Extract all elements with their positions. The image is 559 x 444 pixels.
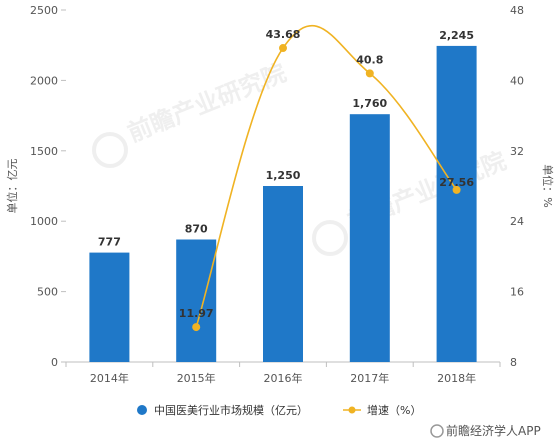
bar-value-label: 777: [98, 236, 121, 249]
y-left-axis-title: 单位：亿元: [5, 159, 19, 214]
legend-line-marker: [348, 406, 356, 414]
y-left-tick-label: 1000: [30, 215, 58, 228]
bar: [436, 45, 477, 363]
y-right-tick-label: 40: [510, 74, 524, 87]
y-left-tick-label: 0: [51, 356, 58, 369]
bar-value-label: 2,245: [439, 29, 474, 42]
axes: 0 500 1000 1500 2000 2500 8 16 24 32 40 48 2014年 2015…: [5, 4, 555, 385]
x-tick-label: 2016年: [264, 371, 303, 385]
y-left-tick-label: 500: [37, 286, 58, 299]
line-value-label: 27.56: [439, 176, 474, 189]
bar: [349, 114, 390, 362]
bar: [263, 186, 303, 362]
y-left-tick-label: 2500: [30, 4, 58, 17]
source-text: 前瞻经济学人APP: [446, 423, 541, 438]
y-right-tick-label: 8: [510, 356, 517, 369]
y-right-tick-label: 48: [510, 4, 524, 17]
x-tick-label: 2015年: [177, 371, 216, 385]
x-tick-label: 2014年: [90, 371, 129, 385]
bar: [176, 239, 217, 362]
y-right-axis-title: 单位：%: [541, 164, 555, 207]
y-right-tick-label: 32: [510, 145, 524, 158]
y-right-tick-label: 16: [510, 286, 524, 299]
y-left-tick-label: 1500: [30, 145, 58, 158]
source-logo-icon: [430, 424, 444, 438]
growth-line: [195, 24, 458, 328]
bar: [89, 252, 130, 362]
line-series: [192, 24, 461, 332]
bar-value-label: 1,250: [266, 169, 301, 182]
line-point: [452, 185, 461, 194]
line-value-label: 40.8: [356, 53, 383, 66]
legend: 中国医美行业市场规模（亿元） 增速（%）: [137, 403, 421, 417]
line-value-label: 43.68: [266, 28, 301, 41]
legend-line-label: 增速（%）: [367, 403, 421, 417]
line-point: [279, 44, 287, 53]
data-labels: 777 870 1,250 1,760 2,245 11.97 43.68 40.8 27.56: [98, 28, 474, 320]
line-value-label: 11.97: [179, 307, 214, 320]
y-left-tick-label: 2000: [30, 74, 58, 87]
source-watermark: 前瞻经济学人APP: [430, 423, 541, 438]
legend-bar-label: 中国医美行业市场规模（亿元）: [154, 403, 308, 417]
line-point: [365, 69, 374, 78]
line-point: [192, 323, 201, 332]
bar-value-label: 870: [185, 223, 208, 236]
x-tick-label: 2018年: [437, 371, 476, 385]
bar-series: [89, 45, 477, 363]
svg-text:前瞻产业研究院: 前瞻产业研究院: [124, 59, 290, 148]
bar-value-label: 1,760: [352, 97, 387, 110]
y-right-tick-label: 24: [510, 215, 524, 228]
x-tick-label: 2017年: [350, 371, 389, 385]
legend-bar-swatch: [137, 405, 147, 415]
